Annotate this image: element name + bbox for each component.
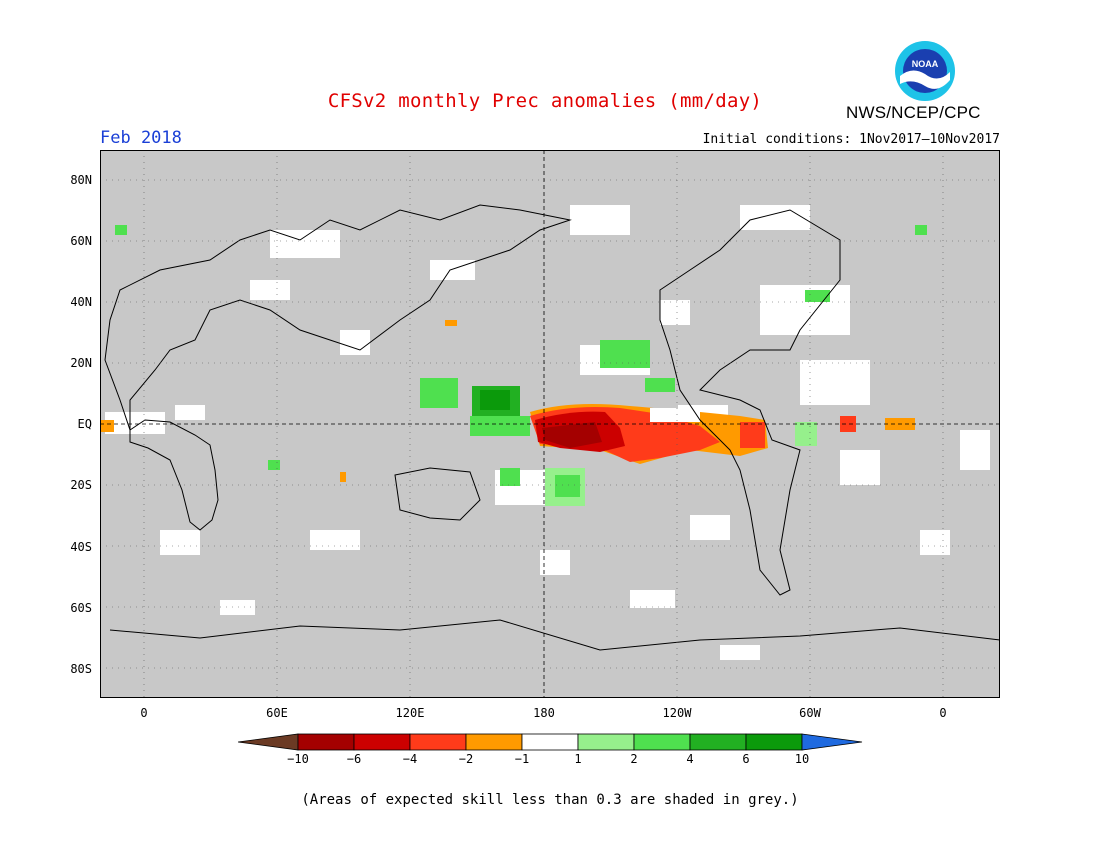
colorbar <box>238 733 863 751</box>
lon-label: 120E <box>395 706 425 720</box>
precip-anomaly-map <box>100 150 1000 698</box>
colorbar-cell <box>465 733 523 751</box>
colorbar-cell <box>297 733 355 751</box>
wet-anomalies <box>115 225 927 506</box>
lat-label: 20N <box>70 356 92 370</box>
colorbar-tick-label: 1 <box>574 752 582 766</box>
forecast-month: Feb 2018 <box>100 128 182 148</box>
colorbar-tick-label: −2 <box>458 752 474 766</box>
colorbar-cell <box>238 733 299 751</box>
colorbar-tick-label: −6 <box>346 752 362 766</box>
lat-label: 40N <box>70 295 92 309</box>
colorbar-cell <box>745 733 803 751</box>
lon-label: 0 <box>939 706 947 720</box>
lon-label: 180 <box>533 706 555 720</box>
colorbar-cell <box>633 733 691 751</box>
lon-label: 0 <box>140 706 148 720</box>
colorbar-tick-label: 6 <box>742 752 750 766</box>
svg-text:NOAA: NOAA <box>912 59 939 69</box>
lon-label: 120W <box>662 706 692 720</box>
lat-lon-grid <box>100 150 1000 698</box>
dry-anomalies <box>100 320 915 482</box>
lat-label: 80N <box>70 173 92 187</box>
lat-label: 80S <box>70 662 92 676</box>
colorbar-tick-label: 4 <box>686 752 694 766</box>
colorbar-tick-label: 2 <box>630 752 638 766</box>
skill-note: (Areas of expected skill less than 0.3 a… <box>301 792 799 808</box>
colorbar-cell <box>409 733 467 751</box>
colorbar-cell <box>801 733 863 751</box>
colorbar-cell <box>353 733 411 751</box>
colorbar-cell <box>577 733 635 751</box>
lon-label: 60E <box>266 706 288 720</box>
lat-label: EQ <box>77 417 92 431</box>
colorbar-tick-label: −1 <box>514 752 530 766</box>
colorbar-cell <box>689 733 747 751</box>
white-patches <box>105 205 990 660</box>
initial-conditions: Initial conditions: 1Nov2017–10Nov2017 <box>702 132 1000 147</box>
agency-label: NWS/NCEP/CPC <box>846 103 981 122</box>
noaa-logo: NOAA <box>895 41 955 101</box>
lat-label: 40S <box>70 540 92 554</box>
lat-label: 60N <box>70 234 92 248</box>
colorbar-tick-label: −4 <box>402 752 418 766</box>
colorbar-tick-label: −10 <box>287 752 309 766</box>
colorbar-tick-label: 10 <box>794 752 810 766</box>
map-title: CFSv2 monthly Prec anomalies (mm/day) <box>327 90 763 112</box>
lat-label: 20S <box>70 478 92 492</box>
coastlines <box>104 204 1000 651</box>
lat-label: 60S <box>70 601 92 615</box>
colorbar-cell <box>521 733 579 751</box>
lon-label: 60W <box>799 706 821 720</box>
